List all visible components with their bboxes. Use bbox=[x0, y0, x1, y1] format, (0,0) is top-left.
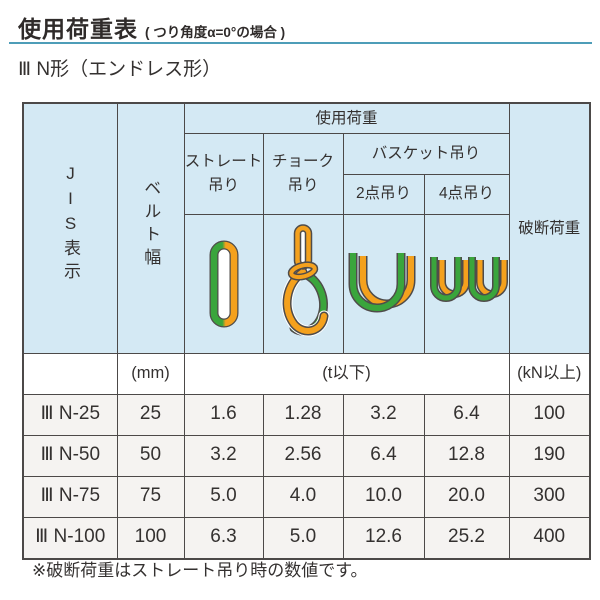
cell-basket-4pt: 12.8 bbox=[423, 434, 510, 477]
unit-t: (t以下) bbox=[183, 352, 510, 395]
table-row: Ⅲ N-75 75 5.0 4.0 10.0 20.0 300 bbox=[22, 475, 591, 518]
cell-jis-label: Ⅲ N-75 bbox=[22, 475, 118, 518]
cell-straight: 5.0 bbox=[183, 475, 264, 518]
cell-choke: 1.28 bbox=[262, 393, 344, 436]
load-table: JIS表示 ベルト幅 使用荷重 破断荷重 ストレート 吊り チョーク 吊り バス… bbox=[22, 102, 591, 560]
page-title-note: ( つり角度α=0°の場合 ) bbox=[145, 25, 286, 40]
cell-basket-2pt: 12.6 bbox=[342, 516, 425, 559]
table-row: Ⅲ N-50 50 3.2 2.56 6.4 12.8 190 bbox=[22, 434, 591, 477]
header-basket-2point: 2点吊り bbox=[342, 173, 425, 215]
cell-straight: 6.3 bbox=[183, 516, 264, 559]
cell-breaking-load: 100 bbox=[508, 393, 591, 436]
basket-2point-hitch-icon bbox=[348, 252, 415, 312]
cell-basket-4pt: 20.0 bbox=[423, 475, 510, 518]
unit-mm: (mm) bbox=[116, 352, 185, 395]
cell-belt-width: 50 bbox=[116, 434, 185, 477]
cell-jis-label: Ⅲ N-100 bbox=[22, 516, 118, 559]
page-title-text: 使用荷重表 bbox=[18, 16, 138, 42]
unit-kn: (kN以上) bbox=[508, 352, 591, 395]
cell-straight: 1.6 bbox=[183, 393, 264, 436]
table-row: Ⅲ N-100 100 6.3 5.0 12.6 25.2 400 bbox=[22, 516, 591, 559]
header-jis: JIS表示 bbox=[22, 102, 118, 354]
header-basket-4point: 4点吊り bbox=[423, 173, 510, 215]
cell-jis-label: Ⅲ N-50 bbox=[22, 434, 118, 477]
cell-basket-4pt: 25.2 bbox=[423, 516, 510, 559]
header-choke-hitch: チョーク 吊り bbox=[262, 132, 344, 215]
page-title: 使用荷重表 ( つり角度α=0°の場合 ) bbox=[18, 10, 285, 44]
footnote: ※破断荷重はストレート吊り時の数値です。 bbox=[32, 561, 368, 580]
cell-choke: 2.56 bbox=[262, 434, 344, 477]
cell-belt-width: 25 bbox=[116, 393, 185, 436]
unit-jis-empty bbox=[22, 352, 118, 395]
cell-straight: 3.2 bbox=[183, 434, 264, 477]
title-underline bbox=[9, 42, 592, 44]
cell-breaking-load: 190 bbox=[508, 434, 591, 477]
cell-basket-2pt: 3.2 bbox=[342, 393, 425, 436]
cell-belt-width: 75 bbox=[116, 475, 185, 518]
straight-hitch-cell bbox=[183, 213, 264, 354]
cell-breaking-load: 300 bbox=[508, 475, 591, 518]
basket-4point-hitch-icon bbox=[429, 256, 508, 302]
cell-basket-2pt: 6.4 bbox=[342, 434, 425, 477]
cell-choke: 4.0 bbox=[262, 475, 344, 518]
cell-choke: 5.0 bbox=[262, 516, 344, 559]
section-subtitle: Ⅲ N形（エンドレス形） bbox=[18, 59, 222, 80]
basket-2point-cell bbox=[342, 213, 425, 354]
cell-breaking-load: 400 bbox=[508, 516, 591, 559]
basket-4point-cell bbox=[423, 213, 510, 354]
header-working-load: 使用荷重 bbox=[183, 102, 510, 134]
choke-hitch-cell bbox=[262, 213, 344, 354]
header-basket-hitch: バスケット吊り bbox=[342, 132, 510, 175]
table-row: Ⅲ N-25 25 1.6 1.28 3.2 6.4 100 bbox=[22, 393, 591, 436]
cell-basket-4pt: 6.4 bbox=[423, 393, 510, 436]
cell-belt-width: 100 bbox=[116, 516, 185, 559]
straight-hitch-icon bbox=[209, 240, 238, 327]
header-breaking-load: 破断荷重 bbox=[508, 102, 591, 354]
header-belt-width: ベルト幅 bbox=[116, 102, 185, 354]
cell-basket-2pt: 10.0 bbox=[342, 475, 425, 518]
choke-hitch-icon bbox=[281, 223, 330, 336]
header-straight-hitch: ストレート 吊り bbox=[183, 132, 264, 215]
cell-jis-label: Ⅲ N-25 bbox=[22, 393, 118, 436]
